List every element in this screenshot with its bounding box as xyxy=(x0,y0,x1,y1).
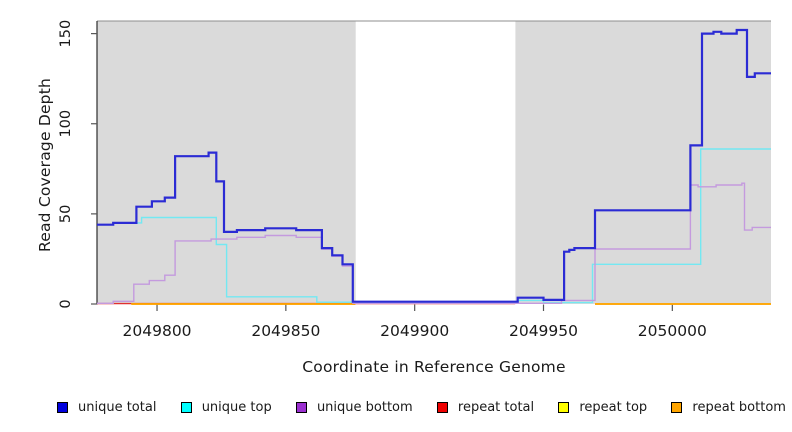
legend-swatch-icon xyxy=(558,401,570,413)
x-tick-label: 2050000 xyxy=(638,322,707,340)
x-tick-label: 2049800 xyxy=(123,322,192,340)
legend-label: repeat bottom xyxy=(692,399,786,415)
y-tick-label: 50 xyxy=(58,205,74,223)
legend-label: repeat top xyxy=(579,399,648,415)
legend-label: repeat total xyxy=(457,399,535,415)
x-tick-label: 2049900 xyxy=(380,322,449,340)
legend-item-unique-top: unique top xyxy=(180,399,272,415)
legend-swatch-icon xyxy=(295,401,307,413)
legend-swatch-icon xyxy=(436,401,448,413)
legend-item-unique-total: unique total xyxy=(57,400,156,415)
series-unique-top xyxy=(97,148,771,304)
legend-swatch-icon xyxy=(57,401,68,413)
legend-item-unique-bottom: unique bottom xyxy=(295,399,413,415)
legend-swatch-icon xyxy=(671,401,683,413)
legend-item-repeat-total: repeat total xyxy=(436,399,535,415)
legend-item-repeat-bottom: repeat bottom xyxy=(671,400,786,415)
x-tick-label: 2049850 xyxy=(251,322,320,340)
y-tick-label: 150 xyxy=(58,20,74,48)
legend-label: unique total xyxy=(78,399,157,415)
legend-label: unique bottom xyxy=(316,399,413,415)
x-axis-title: Coordinate in Reference Genome xyxy=(302,358,566,376)
y-axis-title: Read Coverage Depth xyxy=(36,77,54,253)
series-unique-total xyxy=(97,28,771,303)
legend-swatch-icon xyxy=(180,401,192,413)
y-tick-label: 0 xyxy=(58,299,74,308)
y-tick-label: 100 xyxy=(58,110,74,138)
legend: unique total unique top unique bottom repea… xyxy=(57,397,786,417)
legend-item-repeat-top: repeat top xyxy=(558,400,647,415)
legend-label: unique top xyxy=(201,399,272,415)
shaded-region xyxy=(515,21,771,304)
x-tick-label: 2049950 xyxy=(509,322,578,340)
